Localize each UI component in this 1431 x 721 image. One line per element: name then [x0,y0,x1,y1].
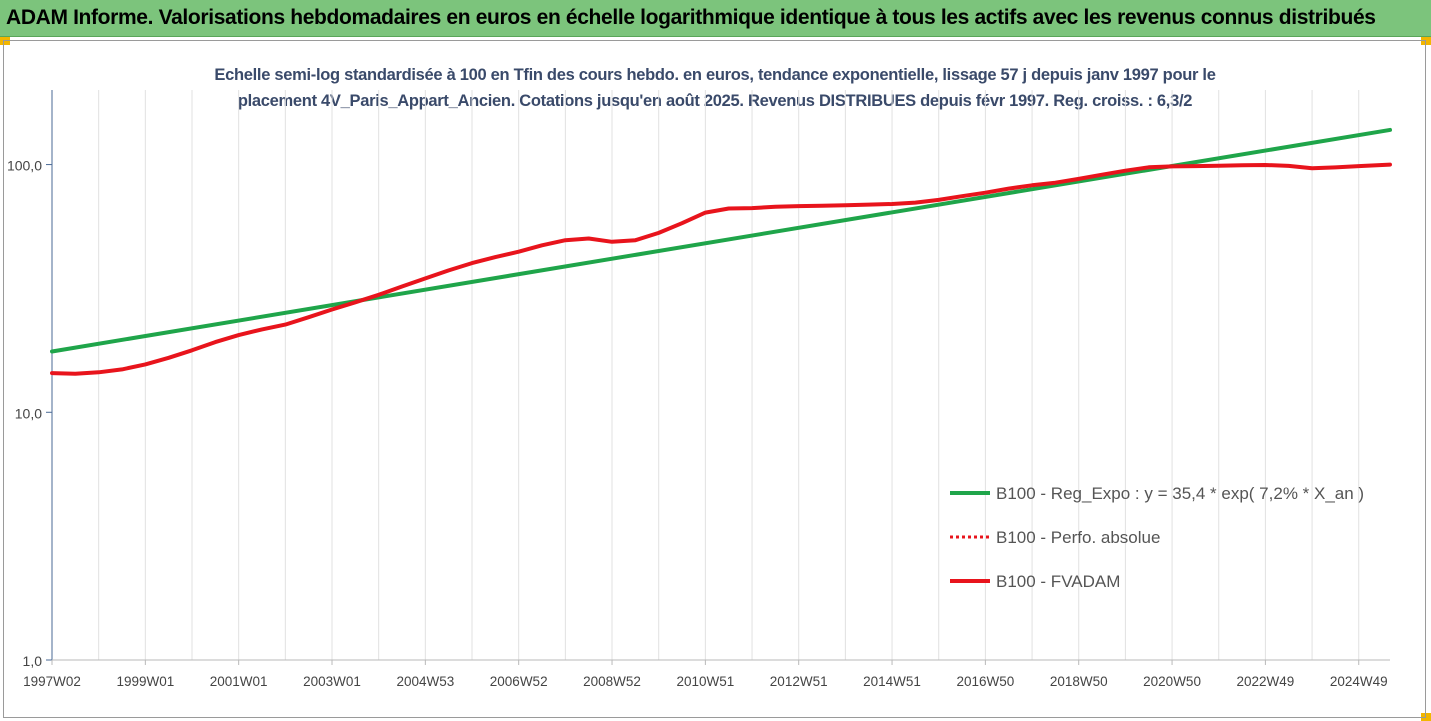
x-tick-label: 1997W02 [23,674,81,689]
x-tick-label: 2004W53 [396,674,454,689]
series-lines [50,127,1392,376]
x-tick-label: 2018W50 [1050,674,1108,689]
corner-marker-bottom-right [1421,713,1431,721]
x-tick-label: 2003W01 [303,674,361,689]
series-line-0 [50,127,1392,354]
report-header-banner: ADAM Informe. Valorisations hebdomadaire… [0,0,1431,37]
legend-label-1: B100 - Perfo. absolue [996,528,1160,547]
x-tick-label: 2008W52 [583,674,641,689]
report-title: ADAM Informe. Valorisations hebdomadaire… [6,6,1376,29]
y-tick-label: 10,0 [15,405,42,421]
x-tick-label: 2016W50 [956,674,1014,689]
x-tick-label: 2010W51 [676,674,734,689]
y-tick-label: 1,0 [23,653,43,669]
x-tick-label: 1999W01 [116,674,174,689]
series-line-2 [50,162,1392,376]
x-tick-label: 2012W51 [770,674,828,689]
axes: 1,0 10,0 100,0 1997W02 1999W01 2001W01 2003W01… [7,90,1390,689]
chart-title-line-2: placement 4V_Paris_Appart_Ancien. Cotati… [237,92,1193,110]
x-tick-label: 2006W52 [490,674,548,689]
legend: B100 - Reg_Expo : y = 35,4 * exp( 7,2% *… [950,484,1364,591]
corner-marker-top-left [0,37,10,45]
x-tick-label: 2024W49 [1330,674,1388,689]
x-tick-label: 2022W49 [1236,674,1294,689]
gridlines [98,90,1360,660]
x-tick-label: 2014W51 [863,674,921,689]
legend-label-2: B100 - FVADAM [996,572,1120,591]
x-tick-label: 2001W01 [210,674,268,689]
x-tick-label: 2020W50 [1143,674,1201,689]
chart-title: Echelle semi-log standardisée à 100 en T… [150,62,1280,114]
chart-title-line-1: Echelle semi-log standardisée à 100 en T… [214,66,1216,84]
chart-frame [3,40,1426,718]
legend-label-0: B100 - Reg_Expo : y = 35,4 * exp( 7,2% *… [996,484,1364,503]
corner-marker-top-right [1421,37,1431,45]
y-tick-label: 100,0 [7,158,42,174]
